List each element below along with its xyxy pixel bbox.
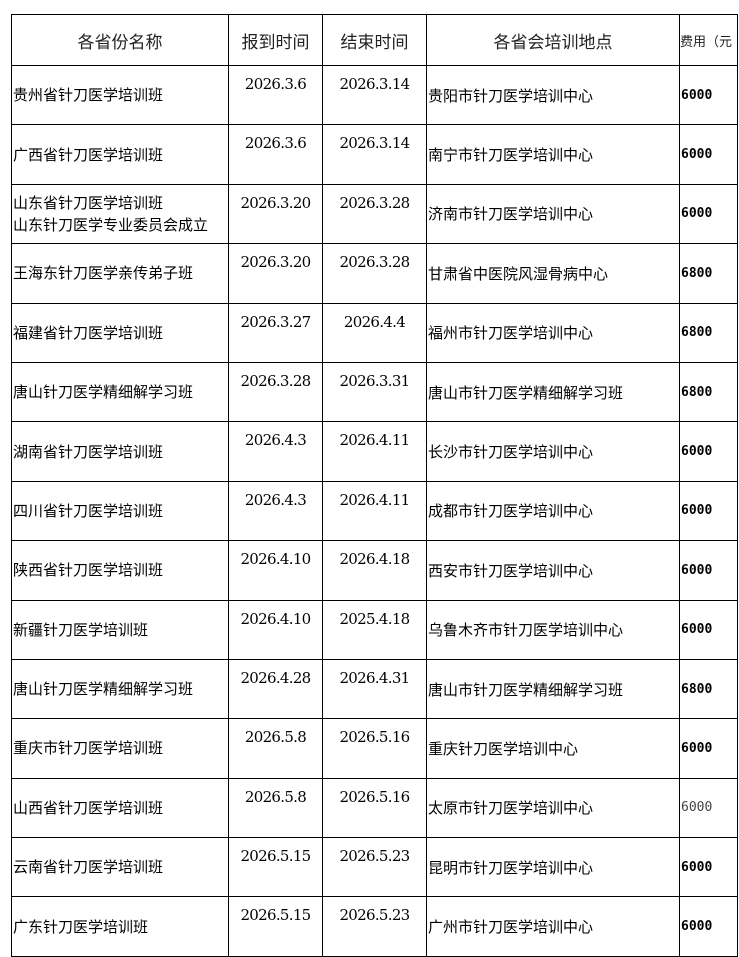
training-location: 成都市针刀医学培训中心 [426, 480, 680, 542]
start-date: 2026.3.20 [228, 243, 323, 304]
end-date: 2025.4.18 [322, 599, 427, 660]
training-location: 济南市针刀医学培训中心 [426, 183, 680, 245]
table-row: 四川省针刀医学培训班 2026.4.3 2026.4.11 成都市针刀医学培训中心 60… [11, 480, 738, 542]
training-location: 重庆针刀医学培训中心 [426, 718, 680, 779]
fee: 6000 [679, 421, 738, 482]
fee: 6000 [679, 124, 738, 185]
header-end: 结束时间 [322, 14, 427, 66]
province-name: 新疆针刀医学培训班 [11, 599, 229, 660]
training-location: 长沙市针刀医学培训中心 [426, 421, 680, 482]
table-row: 广西省针刀医学培训班 2026.3.6 2026.3.14 南宁市针刀医学培训中心 60… [11, 124, 738, 185]
start-date: 2026.4.10 [228, 599, 323, 660]
start-date: 2026.5.15 [228, 837, 323, 898]
table-row: 云南省针刀医学培训班 2026.5.15 2026.5.23 昆明市针刀医学培训中心 6… [11, 837, 738, 898]
fee: 6000 [679, 183, 738, 245]
fee: 6000 [679, 540, 738, 601]
table-row: 山西省针刀医学培训班 2026.5.8 2026.5.16 太原市针刀医学培训中心 60… [11, 777, 738, 839]
province-name-cell: 山东省针刀医学培训班山东针刀医学专业委员会成立 [11, 183, 229, 245]
table-row: 福建省针刀医学培训班 2026.3.27 2026.4.4 福州市针刀医学培训中心 68… [11, 302, 738, 363]
training-location: 昆明市针刀医学培训中心 [426, 837, 680, 898]
fee: 6000 [679, 718, 738, 779]
start-date: 2026.4.10 [228, 540, 323, 601]
start-date: 2026.3.6 [228, 124, 323, 185]
training-location: 太原市针刀医学培训中心 [426, 777, 680, 839]
end-date: 2026.3.31 [322, 361, 427, 423]
start-date: 2026.5.8 [228, 777, 323, 839]
training-schedule-table: 各省份名称 报到时间 结束时间 各省会培训地点 费用（元 贵州省针刀医学培训班 2… [11, 14, 738, 957]
end-date: 2026.4.18 [322, 540, 427, 601]
end-date: 2026.4.11 [322, 421, 427, 482]
table-row: 山东省针刀医学培训班 山东针刀医学专业委员会成立 2026.3.20 2026.3.2… [11, 183, 738, 245]
end-date: 2026.3.28 [322, 243, 427, 304]
province-name: 陕西省针刀医学培训班 [11, 540, 229, 601]
province-name: 四川省针刀医学培训班 [11, 480, 229, 542]
table-row: 王海东针刀医学亲传弟子班 2026.3.20 2026.3.28 甘肃省中医院风湿骨病… [11, 243, 738, 304]
training-location: 唐山市针刀医学精细解学习班 [426, 361, 680, 423]
fee: 6800 [679, 361, 738, 423]
training-location: 唐山市针刀医学精细解学习班 [426, 658, 680, 720]
fee: 6000 [679, 64, 738, 126]
start-date: 2026.4.3 [228, 480, 323, 542]
table-row: 贵州省针刀医学培训班 2026.3.6 2026.3.14 贵阳市针刀医学培训中心 60… [11, 64, 738, 126]
province-name: 山西省针刀医学培训班 [11, 777, 229, 839]
training-location: 乌鲁木齐市针刀医学培训中心 [426, 599, 680, 660]
end-date: 2026.5.23 [322, 837, 427, 898]
start-date: 2026.4.28 [228, 658, 323, 720]
fee: 6800 [679, 302, 738, 363]
table-row: 陕西省针刀医学培训班 2026.4.10 2026.4.18 西安市针刀医学培训中心 6… [11, 540, 738, 601]
start-date: 2026.3.6 [228, 64, 323, 126]
end-date: 2026.3.28 [322, 183, 427, 245]
table-row: 重庆市针刀医学培训班 2026.5.8 2026.5.16 重庆针刀医学培训中心 600… [11, 718, 738, 779]
fee: 6800 [679, 658, 738, 720]
end-date: 2026.5.16 [322, 718, 427, 779]
fee: 6000 [679, 896, 738, 957]
start-date: 2026.5.8 [228, 718, 323, 779]
start-date: 2026.3.20 [228, 183, 323, 245]
header-start: 报到时间 [228, 14, 323, 66]
end-date: 2026.3.14 [322, 124, 427, 185]
start-date: 2026.3.28 [228, 361, 323, 423]
province-name: 广东针刀医学培训班 [11, 896, 229, 957]
province-name: 山东省针刀医学培训班 [13, 193, 164, 212]
header-fee: 费用（元 [679, 14, 738, 66]
header-province: 各省份名称 [11, 14, 229, 66]
end-date: 2026.5.16 [322, 777, 427, 839]
table-row: 新疆针刀医学培训班 2026.4.10 2025.4.18 乌鲁木齐市针刀医学培训中心… [11, 599, 738, 660]
training-location: 甘肃省中医院风湿骨病中心 [426, 243, 680, 304]
province-name: 王海东针刀医学亲传弟子班 [11, 243, 229, 304]
province-name: 贵州省针刀医学培训班 [11, 64, 229, 126]
province-name-line2: 山东针刀医学专业委员会成立 [13, 215, 209, 234]
start-date: 2026.3.27 [228, 302, 323, 363]
training-location: 广州市针刀医学培训中心 [426, 896, 680, 957]
start-date: 2026.5.15 [228, 896, 323, 957]
fee: 6000 [679, 480, 738, 542]
table-row: 唐山针刀医学精细解学习班 2026.4.28 2026.4.31 唐山市针刀医学精细解… [11, 658, 738, 720]
end-date: 2026.3.14 [322, 64, 427, 126]
table-row: 广东针刀医学培训班 2026.5.15 2026.5.23 广州市针刀医学培训中心 60… [11, 896, 738, 957]
province-name: 福建省针刀医学培训班 [11, 302, 229, 363]
header-location: 各省会培训地点 [426, 14, 680, 66]
fee: 6000 [679, 837, 738, 898]
training-location: 西安市针刀医学培训中心 [426, 540, 680, 601]
end-date: 2026.4.31 [322, 658, 427, 720]
province-name: 云南省针刀医学培训班 [11, 837, 229, 898]
table-row: 湖南省针刀医学培训班 2026.4.3 2026.4.11 长沙市针刀医学培训中心 60… [11, 421, 738, 482]
province-name: 唐山针刀医学精细解学习班 [11, 658, 229, 720]
end-date: 2026.4.11 [322, 480, 427, 542]
province-name: 湖南省针刀医学培训班 [11, 421, 229, 482]
training-location: 贵阳市针刀医学培训中心 [426, 64, 680, 126]
header-row: 各省份名称 报到时间 结束时间 各省会培训地点 费用（元 [11, 14, 738, 66]
end-date: 2026.4.4 [322, 302, 427, 363]
fee: 6000 [679, 777, 738, 839]
start-date: 2026.4.3 [228, 421, 323, 482]
province-name: 广西省针刀医学培训班 [11, 124, 229, 185]
training-location: 福州市针刀医学培训中心 [426, 302, 680, 363]
training-location: 南宁市针刀医学培训中心 [426, 124, 680, 185]
end-date: 2026.5.23 [322, 896, 427, 957]
province-name: 唐山针刀医学精细解学习班 [11, 361, 229, 423]
province-name: 重庆市针刀医学培训班 [11, 718, 229, 779]
fee: 6000 [679, 599, 738, 660]
fee: 6800 [679, 243, 738, 304]
table-row: 唐山针刀医学精细解学习班 2026.3.28 2026.3.31 唐山市针刀医学精细解… [11, 361, 738, 423]
